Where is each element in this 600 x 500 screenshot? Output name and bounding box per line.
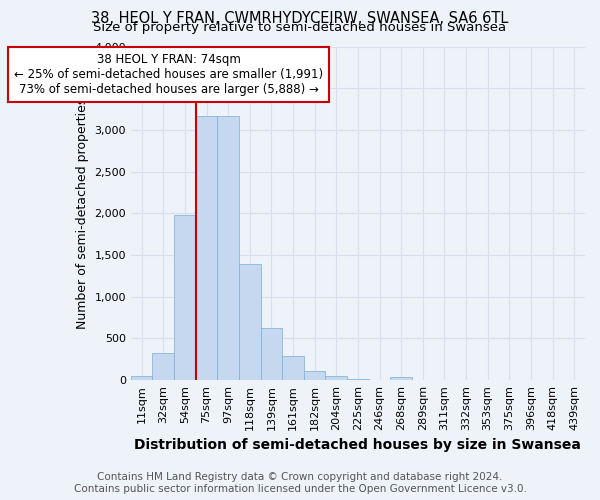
Bar [260,328,282,380]
Text: 38 HEOL Y FRAN: 74sqm
← 25% of semi-detached houses are smaller (1,991)
73% of s: 38 HEOL Y FRAN: 74sqm ← 25% of semi-deta… [14,53,323,96]
Bar [131,376,152,380]
Bar [282,356,304,380]
Bar [304,370,325,380]
Text: Size of property relative to semi-detached houses in Swansea: Size of property relative to semi-detach… [94,22,506,35]
Bar [152,354,174,380]
Bar [174,215,196,380]
X-axis label: Distribution of semi-detached houses by size in Swansea: Distribution of semi-detached houses by … [134,438,581,452]
Text: 38, HEOL Y FRAN, CWMRHYDYCEIRW, SWANSEA, SA6 6TL: 38, HEOL Y FRAN, CWMRHYDYCEIRW, SWANSEA,… [91,11,509,26]
Y-axis label: Number of semi-detached properties: Number of semi-detached properties [76,98,89,329]
Bar [391,377,412,380]
Bar [325,376,347,380]
Bar [196,116,217,380]
Bar [239,264,260,380]
Bar [217,116,239,380]
Text: Contains HM Land Registry data © Crown copyright and database right 2024.
Contai: Contains HM Land Registry data © Crown c… [74,472,526,494]
